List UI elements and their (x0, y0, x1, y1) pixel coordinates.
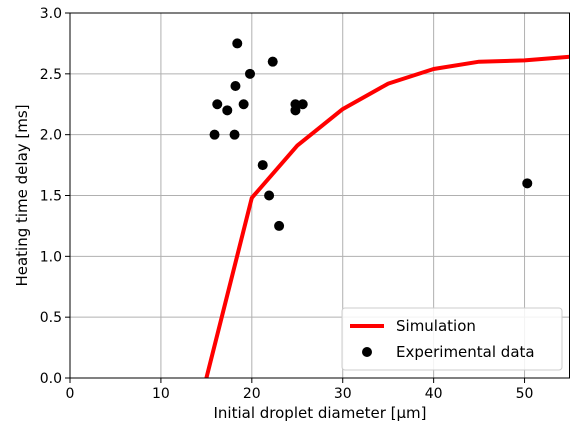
legend-experimental-label: Experimental data (396, 343, 535, 361)
experimental-point (230, 81, 241, 91)
simulation-line (204, 54, 570, 379)
experimental-point (522, 178, 533, 189)
data-layer (204, 38, 570, 379)
y-axis-label: Heating time delay [ms] (13, 104, 31, 286)
experimental-point (212, 99, 223, 110)
y-tick-label: 2.5 (40, 67, 62, 83)
x-tick-label: 0 (66, 386, 75, 402)
experimental-point (264, 190, 275, 201)
experimental-point (245, 68, 255, 79)
experimental-point (209, 129, 220, 140)
x-tick-label: 40 (425, 386, 443, 402)
x-axis-label: Initial droplet diameter [μm] (213, 404, 426, 422)
y-tick-label: 0.0 (40, 371, 62, 387)
x-tick-label: 50 (516, 386, 534, 402)
x-tick-label: 30 (334, 386, 352, 402)
y-tick-label: 0.5 (40, 310, 62, 326)
experimental-point (297, 99, 308, 110)
legend-box (341, 307, 563, 371)
experimental-point (232, 38, 243, 49)
y-tick-label: 1.5 (40, 189, 62, 205)
experimental-point (257, 160, 268, 171)
experimental-point (238, 99, 249, 110)
experimental-point (290, 105, 301, 116)
x-tick-label: 10 (152, 386, 170, 402)
experimental-point (267, 56, 278, 67)
experimental-point (274, 220, 285, 231)
y-tick-label: 2.0 (40, 128, 62, 144)
y-tick-label: 3.0 (40, 6, 62, 22)
ticks: 0 10 20 30 40 50 0.0 0.5 1.0 1.5 2.0 2.5 3.0 (40, 6, 534, 402)
legend-experimental-swatch (362, 347, 372, 357)
experimental-point (229, 129, 240, 140)
legend-simulation-label: Simulation (396, 317, 476, 335)
x-tick-label: 20 (243, 386, 261, 402)
legend: Simulation Experimental data (341, 307, 563, 371)
y-tick-label: 1.0 (40, 249, 62, 265)
experimental-point (222, 105, 233, 116)
